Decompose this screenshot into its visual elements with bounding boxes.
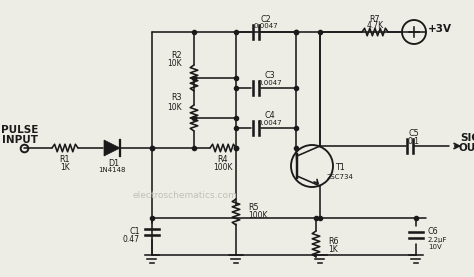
Text: C3: C3 xyxy=(264,71,275,81)
Polygon shape xyxy=(104,140,120,156)
Text: 10K: 10K xyxy=(167,102,182,112)
Text: 0.0047: 0.0047 xyxy=(258,120,283,126)
Text: 1N4148: 1N4148 xyxy=(98,167,126,173)
Text: 4.7K: 4.7K xyxy=(366,22,383,30)
Text: C5: C5 xyxy=(409,129,419,137)
Text: R5: R5 xyxy=(248,204,259,212)
Text: SIGNAL: SIGNAL xyxy=(460,133,474,143)
Text: R1: R1 xyxy=(60,155,70,165)
Text: C1: C1 xyxy=(129,227,140,237)
Text: 1K: 1K xyxy=(328,245,338,255)
Text: 2SC734: 2SC734 xyxy=(327,174,354,180)
Text: R7: R7 xyxy=(370,14,380,24)
Text: D1: D1 xyxy=(109,158,119,168)
Text: 100K: 100K xyxy=(248,212,267,220)
Text: 0.47: 0.47 xyxy=(123,235,140,245)
Text: 1K: 1K xyxy=(60,163,70,171)
Text: 0.1: 0.1 xyxy=(408,137,420,145)
Text: C2: C2 xyxy=(261,14,272,24)
Text: C6: C6 xyxy=(428,227,438,237)
Text: 10K: 10K xyxy=(167,60,182,68)
Text: 0.0047: 0.0047 xyxy=(254,23,278,29)
Text: R3: R3 xyxy=(172,94,182,102)
Text: 100K: 100K xyxy=(213,163,233,171)
Text: 2.2μF: 2.2μF xyxy=(428,237,447,243)
Text: OUTPUT: OUTPUT xyxy=(458,143,474,153)
Text: R6: R6 xyxy=(328,237,338,247)
Text: T1: T1 xyxy=(335,163,345,173)
Text: electroschematics.com: electroschematics.com xyxy=(133,191,237,199)
Text: R4: R4 xyxy=(218,155,228,165)
Text: 10V: 10V xyxy=(428,244,442,250)
Text: PULSE: PULSE xyxy=(1,125,39,135)
Text: INPUT: INPUT xyxy=(2,135,38,145)
Text: C4: C4 xyxy=(264,112,275,120)
Text: R2: R2 xyxy=(172,50,182,60)
Text: 0.0047: 0.0047 xyxy=(258,80,283,86)
Text: +3V: +3V xyxy=(428,24,452,34)
